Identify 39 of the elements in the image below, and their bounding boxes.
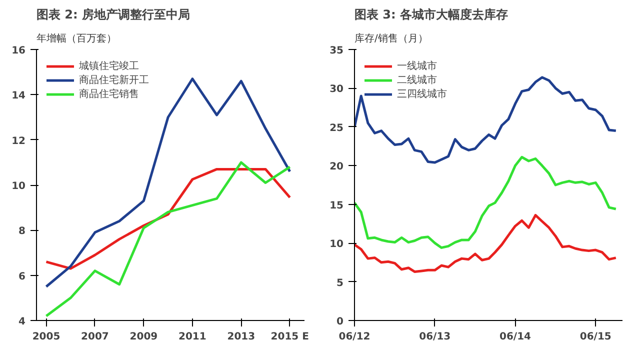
y-tick-label: 30 bbox=[330, 84, 344, 96]
line-series bbox=[354, 214, 618, 273]
x-tick-label: 2013 bbox=[227, 332, 256, 342]
legend-label: 三四线城市 bbox=[397, 88, 447, 101]
x-tick-label: 06/15 bbox=[580, 332, 612, 342]
y-tick-label: 10 bbox=[12, 181, 26, 192]
y-tick-label: 35 bbox=[330, 46, 344, 56]
legend-label: 城镇住宅竣工 bbox=[79, 60, 139, 73]
chart-title: 图表 2: 房地产调整行至中局 bbox=[36, 8, 190, 22]
chart-title: 图表 3: 各城市大幅度去库存 bbox=[354, 8, 508, 22]
y-tick-label: 4 bbox=[18, 316, 26, 328]
line-series bbox=[354, 156, 618, 249]
legend-label: 商品住宅销售 bbox=[79, 88, 139, 101]
y-tick-label: 0 bbox=[336, 316, 344, 328]
legend-label: 二线城市 bbox=[397, 74, 437, 87]
x-tick-label: 06/14 bbox=[500, 332, 532, 342]
y-tick-label: 16 bbox=[12, 46, 26, 56]
line-series bbox=[354, 76, 618, 164]
y-tick-label: 14 bbox=[12, 90, 26, 102]
x-tick-label: 06/13 bbox=[419, 332, 451, 342]
y-tick-label: 25 bbox=[330, 122, 344, 134]
y-tick-label: 6 bbox=[18, 271, 26, 282]
legend-label: 商品住宅新开工 bbox=[79, 74, 149, 87]
y-tick-label: 12 bbox=[12, 136, 26, 147]
y-tick-label: 5 bbox=[336, 278, 344, 289]
y-tick-label: 15 bbox=[330, 200, 344, 212]
x-tick-label: 2007 bbox=[81, 332, 109, 342]
x-tick-label: 2005 bbox=[32, 332, 60, 342]
y-tick-label: 20 bbox=[330, 162, 344, 173]
line-series bbox=[44, 161, 292, 318]
legend-label: 一线城市 bbox=[397, 60, 437, 73]
x-tick-label: 2011 bbox=[178, 332, 206, 342]
y-axis-title: 年增幅（百万套） bbox=[36, 32, 116, 44]
x-tick-label: 2015 E bbox=[270, 332, 310, 342]
y-tick-label: 8 bbox=[18, 226, 26, 238]
x-tick-label: 06/12 bbox=[338, 332, 370, 342]
y-tick-label: 10 bbox=[330, 239, 344, 250]
y-axis-title: 库存/销售（月） bbox=[354, 32, 428, 44]
x-tick-label: 2009 bbox=[130, 332, 158, 342]
